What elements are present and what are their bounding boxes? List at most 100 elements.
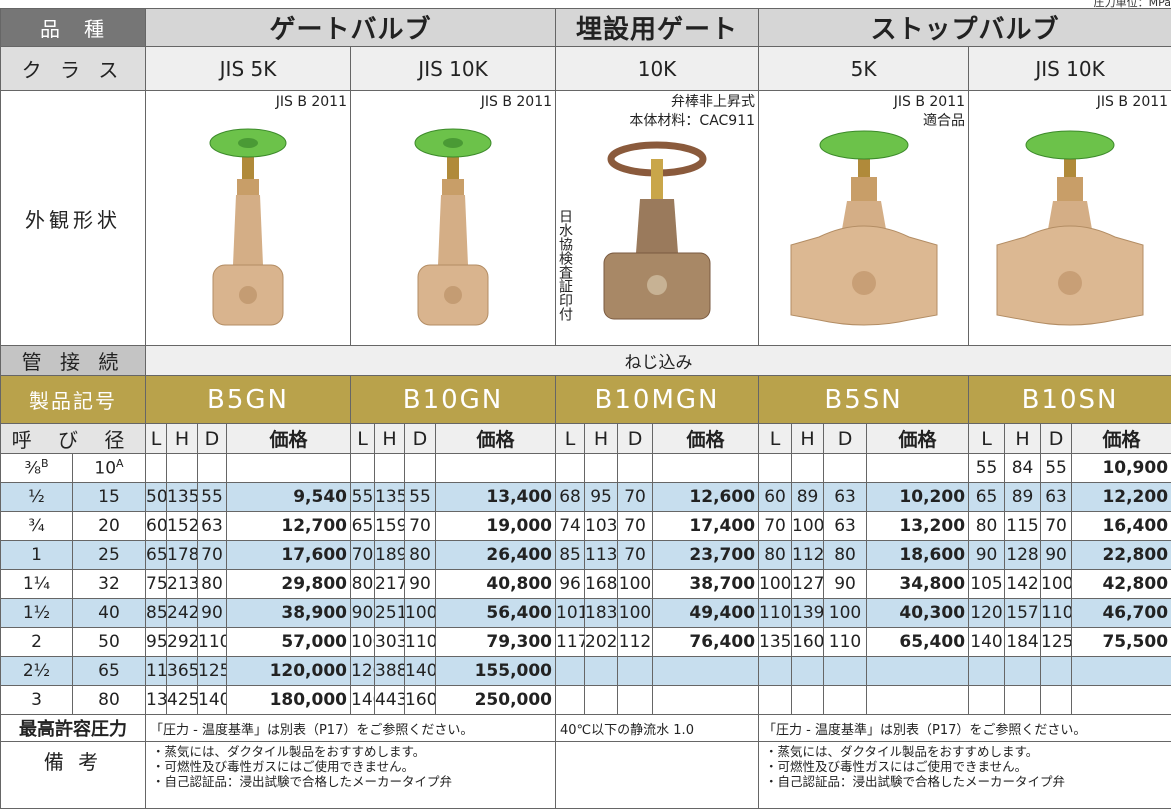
height-h: 388 [375,657,405,686]
kind-row: 品 種ゲートバルブ埋設用ゲートストップバルブ [1,9,1171,47]
height-h: 142 [1005,570,1041,599]
height-h: 160 [792,628,824,657]
size-inch: 1½ [1,599,73,628]
length-l: 60 [146,512,167,541]
height-h: 135 [167,483,198,512]
mm-value: 50 [98,632,120,652]
length-l: 80 [351,570,375,599]
dimension-d: 110 [1041,599,1072,628]
price: 40,800 [436,570,556,599]
empty-cell [436,454,556,483]
column-header: 価格 [1072,424,1171,454]
height-h: 213 [167,570,198,599]
remark-line: ・自己認証品：浸出試験で合格したメーカータイプ弁 [152,774,555,789]
remarks-cell: ・蒸気には、ダクタイル製品をおすすめします。・可燃性及び毒性ガスにはご使用できま… [146,742,556,809]
valve-image [592,133,722,338]
dimension-d: 140 [405,657,436,686]
size-mm: 32 [73,570,146,599]
handwheel [820,131,908,159]
dimension-d: 90 [405,570,436,599]
height-h: 128 [1005,541,1041,570]
empty-cell [351,454,375,483]
empty-cell [1041,657,1072,686]
price: 57,000 [227,628,351,657]
appearance-notes: JIS B 2011 [276,93,347,112]
length-l: 55 [969,454,1005,483]
length-l: 140 [969,628,1005,657]
length-l: 70 [759,512,792,541]
length-l: 115 [146,657,167,686]
connection-cell: ねじ込み [146,346,1171,376]
nut [442,179,464,195]
row-label: 製品記号 [1,376,146,424]
empty-cell [556,454,585,483]
inch-value: 3 [31,690,42,710]
size-inch: 1 [1,541,73,570]
appearance-note: 本体材料：CAC911 [629,112,755,131]
column-header: H [167,424,198,454]
product-code: B10GN [351,376,556,424]
inch-value: ¾ [28,516,44,536]
nut [237,179,259,195]
height-h: 89 [792,483,824,512]
height-h: 115 [1005,512,1041,541]
appearance-note: 適合品 [894,112,965,131]
dimension-d: 80 [405,541,436,570]
bonnet [438,195,468,265]
column-header: L [146,424,167,454]
column-header: H [375,424,405,454]
price: 12,700 [227,512,351,541]
price: 10,900 [1072,454,1171,483]
height-h: 242 [167,599,198,628]
stem [651,159,663,199]
size-mm: 80 [73,686,146,715]
column-header: 価格 [227,424,351,454]
price: 34,800 [867,570,969,599]
empty-cell [759,686,792,715]
dimension-d: 70 [618,512,653,541]
class-cell: 10K [556,47,759,91]
size-mm: 25 [73,541,146,570]
dimension-d: 110 [198,628,227,657]
price: 75,500 [1072,628,1171,657]
remark-line: ・可燃性及び毒性ガスにはご使用できません。 [765,759,1171,774]
remark-line: ・蒸気には、ダクタイル製品をおすすめします。 [152,744,555,759]
length-l: 120 [969,599,1005,628]
appearance-box: JIS B 2011 [969,91,1171,345]
price: 180,000 [227,686,351,715]
mm-value: 32 [98,574,120,594]
column-header: 価格 [867,424,969,454]
appearance-notes: JIS B 2011 [1097,93,1168,112]
emblem [239,286,257,304]
dimension-d: 90 [1041,541,1072,570]
appearance-note: JIS B 2011 [481,93,552,112]
height-h: 103 [585,512,618,541]
column-header: D [198,424,227,454]
price: 155,000 [436,657,556,686]
price: 38,900 [227,599,351,628]
size-inch: ¾ [1,512,73,541]
dimension-d: 55 [405,483,436,512]
empty-cell [405,454,436,483]
size-mm: 20 [73,512,146,541]
column-header: D [405,424,436,454]
price: 12,200 [1072,483,1171,512]
dimension-d: 80 [824,541,867,570]
height-h: 157 [1005,599,1041,628]
height-h: 95 [585,483,618,512]
nut [1057,177,1083,201]
dimension-d: 125 [198,657,227,686]
pressure-cell: 「圧力 - 温度基準」は別表（P17）をご参照ください。 [759,715,1171,742]
empty-cell [556,657,585,686]
dimension-d: 70 [618,483,653,512]
price: 23,700 [653,541,759,570]
nut [851,177,877,201]
empty-cell [653,454,759,483]
remarks-cell: ・蒸気には、ダクタイル製品をおすすめします。・可燃性及び毒性ガスにはご使用できま… [759,742,1171,809]
dimension-d: 55 [198,483,227,512]
mm-value: 25 [98,545,120,565]
